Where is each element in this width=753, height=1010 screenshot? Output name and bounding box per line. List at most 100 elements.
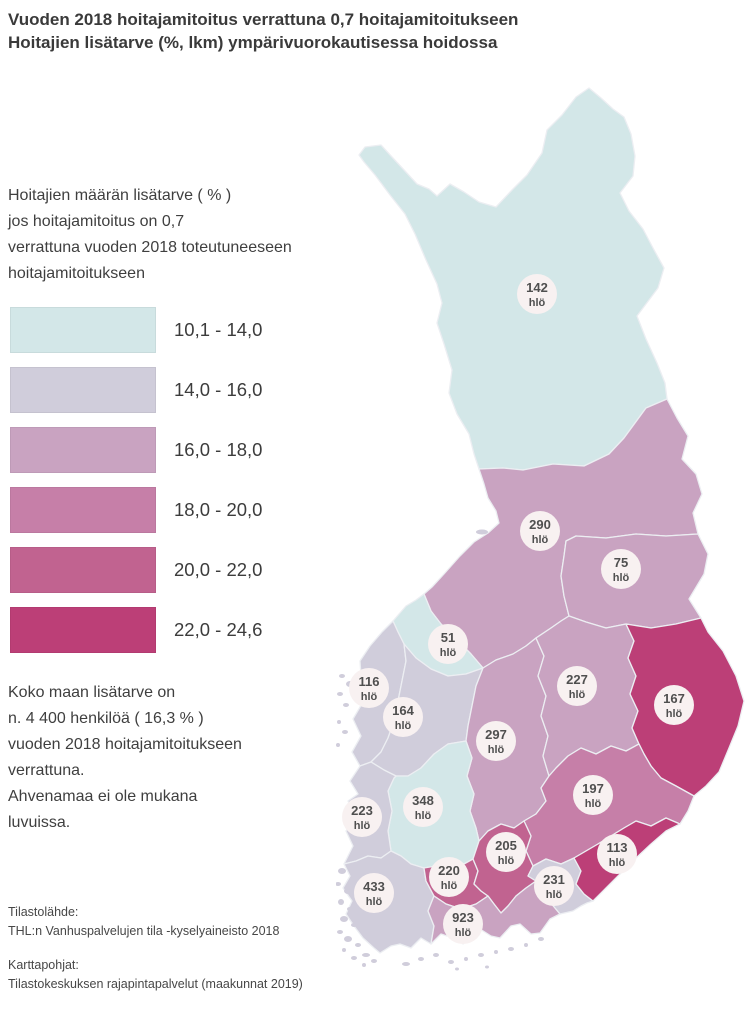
bubble-value: 290	[529, 517, 551, 532]
bubble-circle	[654, 685, 694, 725]
finland-choropleth-map: 142 hlö 290 hlö 75 hlö 51 hlö 116 hlö 16…	[336, 87, 745, 971]
bubble-unit: hlö	[498, 855, 515, 867]
legend-row: 18,0 - 20,0	[10, 487, 262, 533]
bubble-unit: hlö	[488, 744, 505, 756]
legend-swatch	[10, 427, 156, 473]
legend-label: 20,0 - 22,0	[174, 559, 263, 580]
island	[371, 959, 377, 963]
island	[351, 923, 357, 927]
bubble-circle	[403, 787, 443, 827]
island	[344, 888, 352, 894]
legend-label: 16,0 - 18,0	[174, 439, 263, 460]
island	[336, 743, 340, 747]
value-bubble-pohjois-karjala: 167 hlö	[654, 685, 694, 725]
island	[455, 967, 459, 971]
color-legend: 10,1 - 14,0 14,0 - 16,0 16,0 - 18,0 18,0…	[10, 307, 262, 667]
value-bubble-pirkanmaa: 348 hlö	[403, 787, 443, 827]
legend-swatch	[10, 367, 156, 413]
island	[494, 950, 498, 954]
bubble-circle	[573, 775, 613, 815]
summary-text: Koko maan lisätarve on n. 4 400 henkilöä…	[8, 684, 242, 831]
bubble-value: 433	[363, 879, 385, 894]
bubble-circle	[443, 904, 483, 944]
bubble-unit: hlö	[666, 708, 683, 720]
bubble-value: 113	[607, 840, 628, 855]
legend-label: 14,0 - 16,0	[174, 379, 263, 400]
legend-row: 22,0 - 24,6	[10, 607, 262, 653]
island	[476, 529, 488, 535]
bubble-unit: hlö	[441, 880, 458, 892]
bubble-unit: hlö	[609, 857, 626, 869]
island	[337, 720, 341, 724]
page-title: Vuoden 2018 hoitajamitoitus verrattuna 0…	[8, 8, 518, 54]
bubble-value: 231	[543, 872, 565, 887]
island	[338, 868, 346, 874]
island	[355, 943, 361, 947]
legend-label: 10,1 - 14,0	[174, 319, 263, 340]
island	[448, 960, 454, 964]
value-bubble-etela-savo: 197 hlö	[573, 775, 613, 815]
bubble-unit: hlö	[440, 647, 457, 659]
legend-description: Hoitajien määrän lisätarve ( % ) jos hoi…	[8, 187, 292, 282]
legend-row: 14,0 - 16,0	[10, 367, 262, 413]
value-bubble-keski-suomi: 297 hlö	[476, 721, 516, 761]
bubble-value: 197	[582, 781, 604, 796]
legend-swatch	[10, 487, 156, 533]
legend-row: 10,1 - 14,0	[10, 307, 262, 353]
bubble-unit: hlö	[569, 689, 586, 701]
value-bubble-kanta-hame: 220 hlö	[429, 857, 469, 897]
bubble-circle	[342, 797, 382, 837]
island	[508, 947, 514, 951]
bubble-value: 116	[359, 674, 380, 689]
bubble-value: 75	[614, 555, 628, 570]
value-bubble-etela-pohjanmaa: 164 hlö	[383, 697, 423, 737]
value-bubble-uusimaa: 923 hlö	[443, 904, 483, 944]
value-bubble-satakunta: 223 hlö	[342, 797, 382, 837]
bubble-value: 167	[663, 691, 685, 706]
stat-source: Tilastolähde: THL:n Vanhuspalvelujen til…	[8, 905, 280, 938]
island	[351, 956, 357, 960]
value-bubble-pohjois-savo: 227 hlö	[557, 666, 597, 706]
bubble-circle	[486, 832, 526, 872]
island	[433, 953, 439, 957]
bubble-circle	[383, 697, 423, 737]
value-bubble-varsinais-suomi: 433 hlö	[354, 873, 394, 913]
value-bubble-pohjanmaa: 116 hlö	[349, 668, 389, 708]
bubble-unit: hlö	[529, 297, 546, 309]
island	[342, 730, 348, 734]
bubble-value: 923	[452, 910, 474, 925]
map-source: Karttapohjat: Tilastokeskuksen rajapinta…	[8, 958, 303, 991]
island	[464, 957, 468, 961]
island	[485, 965, 489, 969]
bubble-circle	[349, 668, 389, 708]
bubble-value: 348	[412, 793, 434, 808]
value-bubble-pohjois-pohjanmaa: 290 hlö	[520, 511, 560, 551]
value-bubble-kymenlaakso: 231 hlö	[534, 866, 574, 906]
bubble-value: 51	[441, 630, 455, 645]
source-notes: Tilastolähde: THL:n Vanhuspalvelujen til…	[8, 903, 303, 1009]
island	[538, 937, 544, 941]
legend-label: 18,0 - 20,0	[174, 499, 263, 520]
bubble-unit: hlö	[366, 896, 383, 908]
island	[338, 899, 344, 905]
value-bubble-etela-karjala: 113 hlö	[597, 834, 637, 874]
bubble-unit: hlö	[613, 572, 630, 584]
title-line1: Vuoden 2018 hoitajamitoitus verrattuna 0…	[8, 10, 519, 29]
bubble-circle	[534, 866, 574, 906]
island	[342, 948, 346, 952]
island	[336, 882, 341, 886]
bubble-circle	[517, 274, 557, 314]
island	[339, 674, 345, 678]
legend-swatch	[10, 307, 156, 353]
island	[524, 943, 528, 947]
island	[347, 907, 353, 911]
bubble-value: 220	[438, 863, 460, 878]
bubble-circle	[429, 857, 469, 897]
bubble-unit: hlö	[532, 534, 549, 546]
legend-label: 22,0 - 24,6	[174, 619, 263, 640]
bubble-circle	[520, 511, 560, 551]
region-lappi-142	[358, 87, 668, 471]
island	[344, 936, 352, 942]
bubble-circle	[428, 624, 468, 664]
